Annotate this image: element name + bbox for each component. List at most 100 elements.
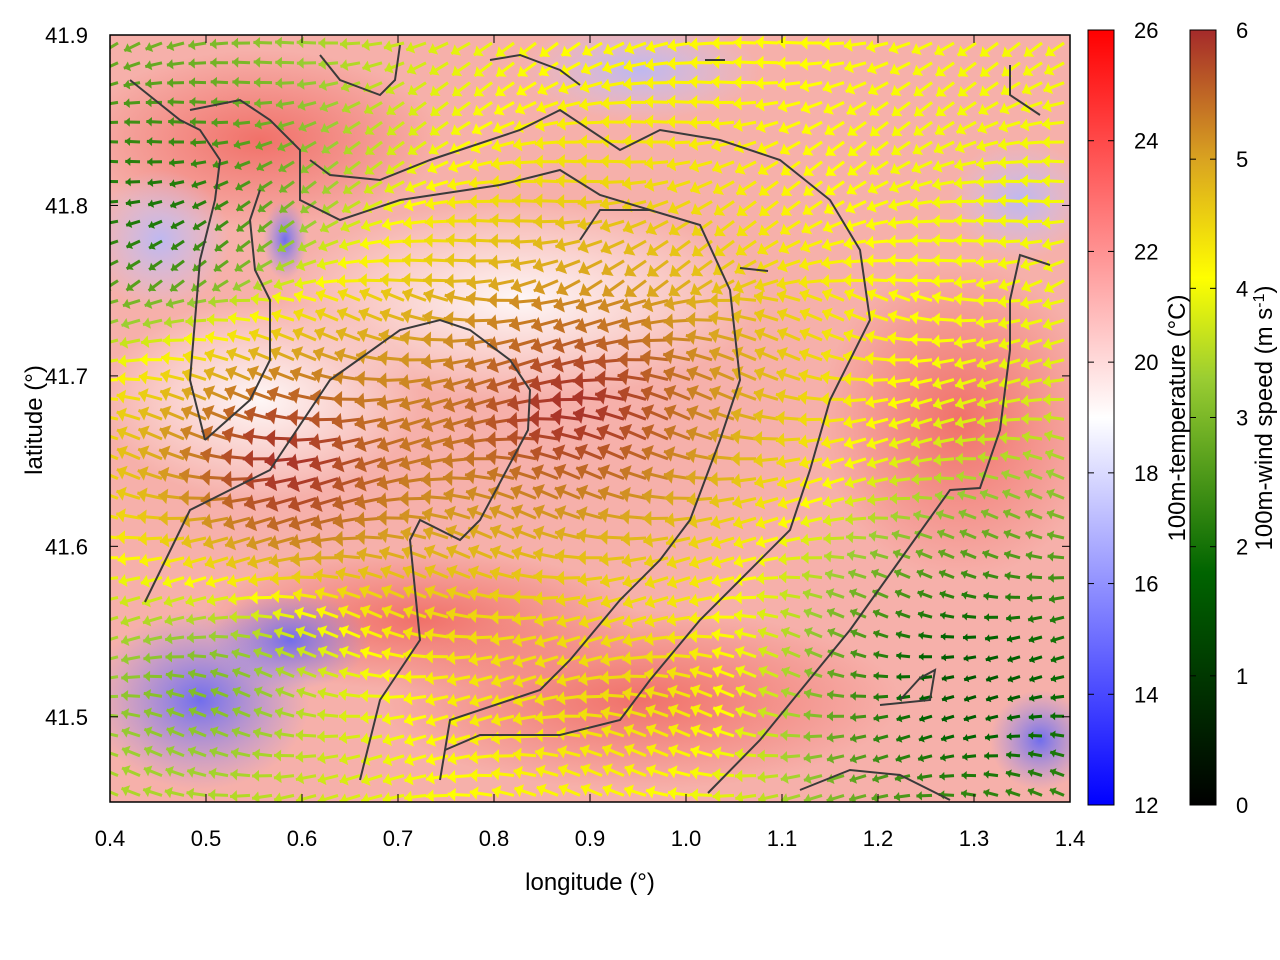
wind-arrow-head — [426, 713, 436, 727]
wind-arrow-head — [189, 96, 196, 107]
wind-arrow-head — [1002, 488, 1011, 500]
wind-arrow-head — [404, 713, 414, 727]
wind-arrow-head — [554, 526, 566, 542]
wind-arrow-head — [578, 134, 588, 149]
y-axis: 41.541.641.741.841.9 — [45, 23, 1070, 730]
wind-arrow-head — [825, 124, 836, 136]
wind-arrow-head — [148, 283, 157, 292]
wind-arrow-head — [230, 629, 239, 641]
wind-arrow-head — [964, 695, 970, 703]
wind-arrow-head — [469, 750, 479, 765]
wind-arrow-head — [617, 351, 628, 369]
wind-arrow-head — [381, 625, 392, 639]
wind-arrow-head — [821, 256, 831, 270]
wind-arrow-head — [215, 223, 223, 231]
wind-arrow-head — [1000, 102, 1010, 115]
wind-arrow-head — [401, 272, 411, 288]
contour-line — [739, 267, 769, 272]
wind-arrow-head — [466, 486, 478, 502]
wind-arrow-head — [711, 75, 720, 89]
wind-arrow-head — [137, 487, 148, 503]
wind-arrow-head — [533, 214, 543, 230]
wind-arrow-head — [822, 288, 833, 302]
wind-arrow-head — [910, 397, 921, 410]
wind-arrow-head — [343, 144, 354, 155]
wind-arrow-head — [122, 298, 131, 309]
wind-arrow-head — [1021, 357, 1031, 370]
wind-arrow-head — [804, 688, 812, 700]
wind-arrow-head — [533, 525, 545, 541]
wind-arrow-head — [403, 670, 412, 684]
wind-arrow-head — [340, 220, 351, 233]
wind-arrow-head — [733, 118, 743, 132]
wind-arrow-head — [275, 646, 285, 658]
wind-arrow-head — [233, 281, 242, 292]
wind-arrow-head — [777, 56, 786, 70]
wind-arrow-head — [846, 531, 854, 544]
wind-arrow-head — [354, 493, 366, 511]
wind-arrow-head — [1042, 297, 1052, 311]
wind-arrow-head — [358, 273, 367, 288]
wind-arrow-head — [535, 118, 545, 133]
wind-arrow-head — [382, 791, 391, 802]
wind-arrow-head — [226, 555, 237, 570]
wind-arrow-head — [753, 431, 763, 446]
colorbar-tick-label: 12 — [1134, 793, 1158, 818]
wind-arrow-head — [600, 688, 609, 703]
wind-arrow-head — [689, 95, 698, 109]
wind-arrow-head — [117, 372, 126, 386]
wind-arrow-head — [754, 290, 764, 305]
wind-arrow-head — [664, 295, 675, 312]
wind-arrow-head — [822, 58, 831, 73]
wind-arrow-head — [264, 429, 276, 448]
wind-arrow-head — [754, 278, 766, 293]
wind-arrow-head — [183, 332, 193, 346]
wind-arrow-head — [489, 566, 501, 581]
wind-arrow-head — [622, 668, 631, 684]
wind-arrow-head — [533, 569, 543, 584]
wind-arrow-head — [755, 516, 766, 530]
wind-arrow-head — [209, 38, 217, 50]
wind-arrow-head — [125, 177, 131, 187]
wind-arrow-head — [252, 791, 260, 802]
wind-arrow-head — [295, 750, 304, 763]
wind-arrow-head — [143, 765, 153, 777]
wind-arrow-head — [468, 652, 479, 667]
wind-arrow-head — [555, 505, 567, 521]
wind-arrow-head — [933, 453, 942, 467]
wind-arrow-head — [137, 466, 149, 481]
contour-line — [309, 108, 872, 751]
wind-arrow-head — [99, 673, 107, 684]
wind-arrow-head — [668, 765, 678, 779]
wind-arrow-head — [208, 767, 217, 780]
wind-arrow-head — [225, 365, 238, 381]
wind-arrow-head — [777, 259, 788, 273]
wind-arrow-head — [843, 328, 854, 343]
wind-arrow-head — [933, 397, 943, 410]
wind-arrow-head — [343, 124, 353, 135]
wind-arrow-head — [472, 123, 483, 135]
wind-arrow-head — [488, 276, 500, 292]
wind-arrow-head — [975, 293, 984, 307]
wind-arrow-head — [595, 352, 607, 370]
wind-arrow-head — [823, 532, 831, 545]
wind-arrow-head — [429, 64, 440, 76]
wind-arrow-head — [801, 569, 810, 582]
wind-arrow-head — [313, 346, 325, 362]
wind-arrow-head — [279, 204, 288, 213]
wind-arrow — [110, 615, 119, 622]
wind-arrow-head — [222, 493, 234, 510]
wind-arrow-head — [689, 55, 698, 70]
wind-arrow-head — [407, 63, 417, 75]
wind-arrow-head — [732, 494, 743, 510]
wind-arrow-head — [469, 694, 480, 708]
wind-arrow-head — [267, 515, 280, 532]
wind-arrow-head — [714, 204, 726, 216]
wind-arrow-head — [865, 373, 874, 388]
wind-arrow-head — [253, 77, 261, 88]
wind-arrow-head — [149, 262, 157, 271]
wind-arrow-head — [598, 507, 609, 523]
wind-arrow-head — [406, 41, 416, 54]
wind-arrow-head — [377, 415, 389, 432]
